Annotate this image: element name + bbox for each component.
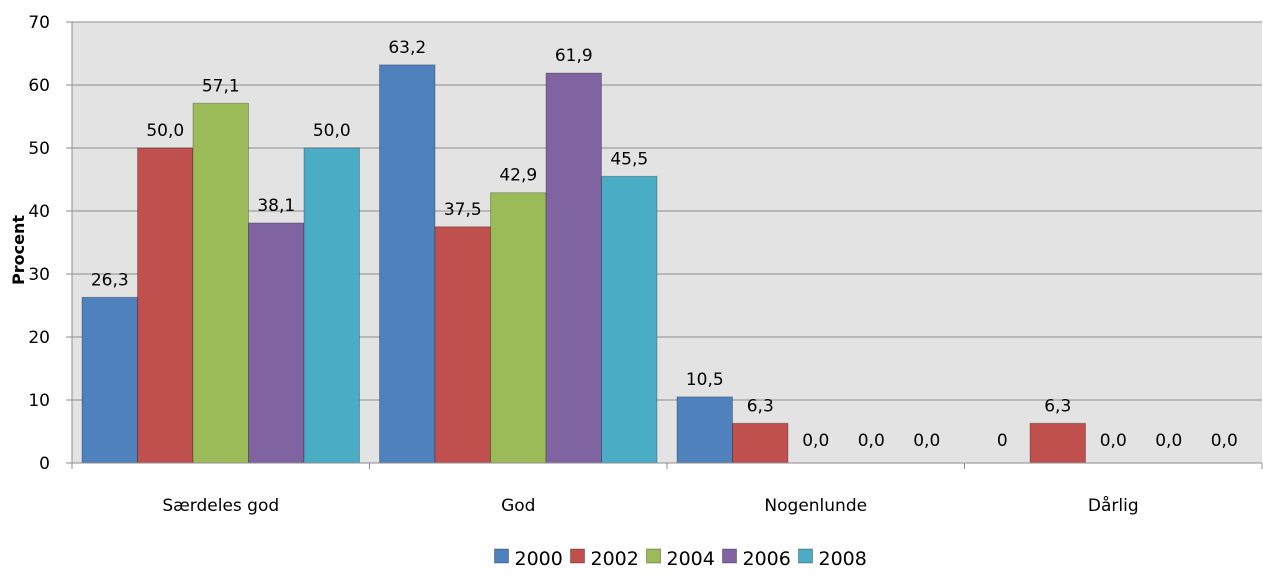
data-label: 26,3 [91, 270, 129, 290]
x-category-label: Særdeles god [162, 496, 279, 516]
y-tick-label: 20 [28, 328, 50, 348]
legend-swatch [494, 548, 509, 564]
data-label: 61,9 [555, 46, 593, 66]
data-label: 50,0 [313, 121, 351, 141]
data-label: 63,2 [388, 38, 426, 58]
data-label: 0 [997, 431, 1008, 451]
data-label: 0,0 [1211, 431, 1238, 451]
bars [81, 64, 1086, 464]
y-tick-label: 40 [28, 202, 50, 222]
bar [676, 396, 733, 464]
legend: 2000 2002 2004 2006 2008 [494, 548, 867, 570]
legend-entry: 2008 [819, 548, 867, 570]
data-label: 0,0 [913, 431, 940, 451]
data-label: 0,0 [858, 431, 885, 451]
bar [303, 147, 360, 464]
legend-entry: 2004 [667, 548, 715, 570]
y-tick-label: 60 [28, 76, 50, 96]
legend-swatch [646, 548, 661, 564]
data-label: 6,3 [747, 396, 774, 416]
legend-swatch [570, 548, 585, 564]
bar [1029, 422, 1086, 464]
bar [490, 192, 547, 464]
bar [601, 175, 658, 464]
legend-entry: 2002 [591, 548, 639, 570]
data-label: 0,0 [1100, 431, 1127, 451]
data-label: 50,0 [146, 121, 184, 141]
data-label: 57,1 [202, 76, 240, 96]
axes: 0 10 20 30 40 50 60 70 Særdeles god God Nogenlunde… [28, 13, 1263, 516]
data-label: 0,0 [1155, 431, 1182, 451]
bar [732, 422, 789, 464]
bar [137, 147, 194, 464]
bar [248, 222, 305, 464]
legend-entry: 2000 [515, 548, 563, 570]
data-label: 0,0 [802, 431, 829, 451]
y-tick-label: 10 [28, 391, 50, 411]
data-label: 6,3 [1044, 396, 1071, 416]
y-tick-label: 70 [28, 13, 50, 33]
y-tick-label: 0 [39, 454, 50, 474]
data-label: 38,1 [257, 196, 295, 216]
x-category-label: God [501, 496, 535, 516]
x-category-label: Dårlig [1088, 495, 1139, 516]
data-label: 42,9 [499, 166, 537, 186]
data-labels: 26,3 63,2 10,5 0 50,0 37,5 6,3 6,3 57,1 42,9 0,0 0,… [91, 38, 1238, 451]
data-label: 37,5 [444, 200, 482, 220]
legend-swatch [722, 548, 737, 564]
legend-entry: 2006 [743, 548, 791, 570]
legend-swatch [798, 548, 813, 564]
data-label: 45,5 [610, 149, 648, 169]
bar [81, 296, 138, 464]
bar [192, 102, 249, 464]
x-category-label: Nogenlunde [764, 496, 867, 516]
y-tick-label: 30 [28, 265, 50, 285]
y-axis-label: Procent [9, 215, 28, 285]
bar [545, 72, 602, 464]
y-tick-label: 50 [28, 139, 50, 159]
data-label: 10,5 [686, 370, 724, 390]
bar [379, 64, 436, 464]
bar [434, 226, 491, 464]
